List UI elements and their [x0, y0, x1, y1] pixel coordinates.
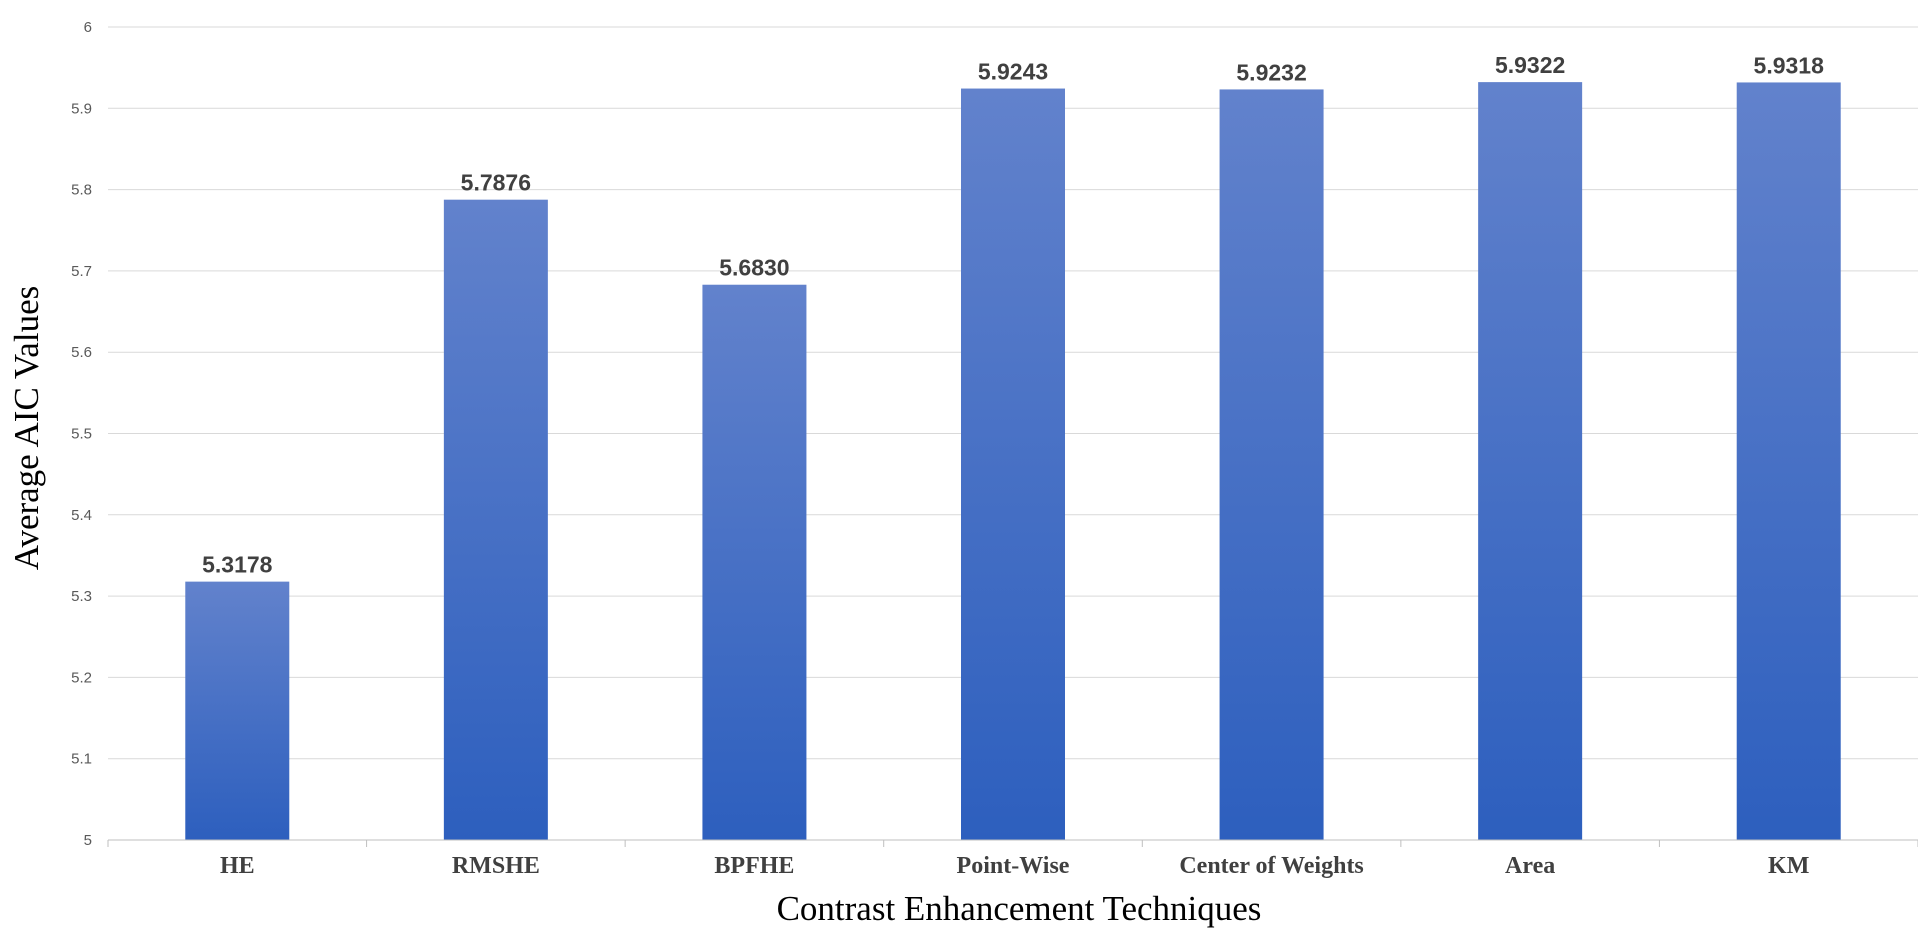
y-tick-label: 5.7: [71, 263, 92, 280]
x-tick-label: KM: [1768, 853, 1809, 879]
bar: [961, 88, 1065, 841]
bars: [185, 82, 1841, 841]
y-tick-label: 5.4: [71, 507, 92, 524]
bar: [702, 284, 807, 840]
bar: [185, 581, 290, 840]
data-labels: 5.3178 5.7876 5.6830 5.9243 5.9232 5.9322 5.93…: [202, 52, 1824, 578]
x-axis-title: Contrast Enhancement Techniques: [777, 889, 1262, 928]
x-tick-label: Point-Wise: [957, 853, 1070, 879]
y-tick-label: 5.2: [71, 669, 92, 686]
y-axis-title: Average AIC Values: [7, 286, 46, 570]
bar: [1736, 82, 1841, 841]
data-label: 5.9322: [1495, 52, 1565, 78]
x-tick-label: Center of Weights: [1179, 853, 1363, 879]
y-tick-labels: 5 5.1 5.2 5.3 5.4 5.5 5.6 5.7 5.8 5.9 6: [71, 19, 92, 849]
y-tick-label: 5.1: [71, 751, 92, 768]
data-label: 5.3178: [202, 552, 273, 578]
x-tick-labels: HE RMSHE BPFHE Point-Wise Center of Weights A…: [220, 853, 1809, 879]
y-tick-label: 6: [84, 19, 92, 36]
y-tick-label: 5.9: [71, 100, 92, 117]
x-tick-label: BPFHE: [714, 853, 794, 879]
y-tick-label: 5: [84, 832, 92, 849]
x-axis: [107, 839, 1918, 847]
x-tick-label: RMSHE: [452, 853, 540, 879]
data-label: 5.7876: [461, 170, 531, 196]
x-tick-label: HE: [220, 853, 255, 879]
data-label: 5.9243: [978, 59, 1048, 85]
bar: [1478, 82, 1583, 840]
data-label: 5.9318: [1754, 52, 1825, 78]
bar: [443, 199, 548, 840]
data-label: 5.9232: [1236, 59, 1306, 85]
bar: [1219, 89, 1324, 840]
y-tick-label: 5.3: [71, 588, 92, 605]
data-label: 5.6830: [719, 255, 789, 281]
y-tick-label: 5.8: [71, 182, 92, 199]
y-tick-label: 5.6: [71, 344, 92, 361]
y-tick-label: 5.5: [71, 426, 92, 443]
x-tick-label: Area: [1505, 853, 1555, 879]
